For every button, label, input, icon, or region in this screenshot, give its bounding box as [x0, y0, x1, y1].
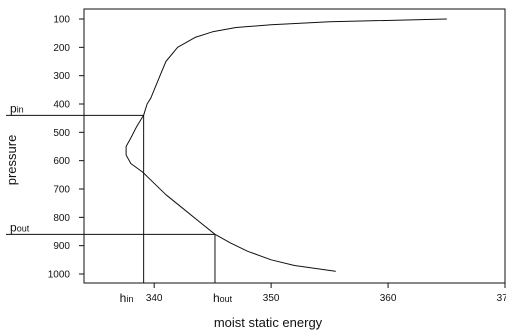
y-tick-label: 400 — [53, 100, 70, 111]
y-tick-label: 900 — [53, 241, 70, 252]
annotation-h-in: hin — [120, 291, 134, 305]
y-tick-label: 100 — [53, 15, 70, 26]
x-tick-label: 360 — [380, 293, 397, 304]
annotation-labels: pin pout hin hout — [10, 101, 233, 305]
x-axis-title: moist static energy — [214, 315, 323, 330]
y-tick-label: 500 — [53, 128, 70, 139]
plot-frame — [83, 8, 506, 284]
x-tick-label: 350 — [263, 293, 280, 304]
y-tick-label: 700 — [53, 185, 70, 196]
y-axis-title: pressure — [4, 135, 19, 186]
annotation-p-out: pout — [10, 220, 30, 234]
y-tick-label: 200 — [53, 43, 70, 54]
y-tick-label: 800 — [53, 213, 70, 224]
series-line — [125, 18, 447, 272]
series-layer — [125, 18, 447, 272]
annotation-h-out: hout — [213, 291, 233, 305]
reference-lines — [6, 114, 216, 283]
y-tick-label: 600 — [53, 156, 70, 167]
x-tick-label: 340 — [146, 293, 163, 304]
y-axis-ticks: 100 200 300 400 500 600 700 800 900 1000 — [48, 15, 84, 281]
x-tick-label: 370 — [497, 293, 506, 304]
y-tick-label: 300 — [53, 71, 70, 82]
x-axis-ticks: 340 350 360 370 — [146, 283, 506, 304]
annotation-p-in: pin — [10, 101, 24, 115]
y-tick-label: 1000 — [48, 270, 71, 281]
